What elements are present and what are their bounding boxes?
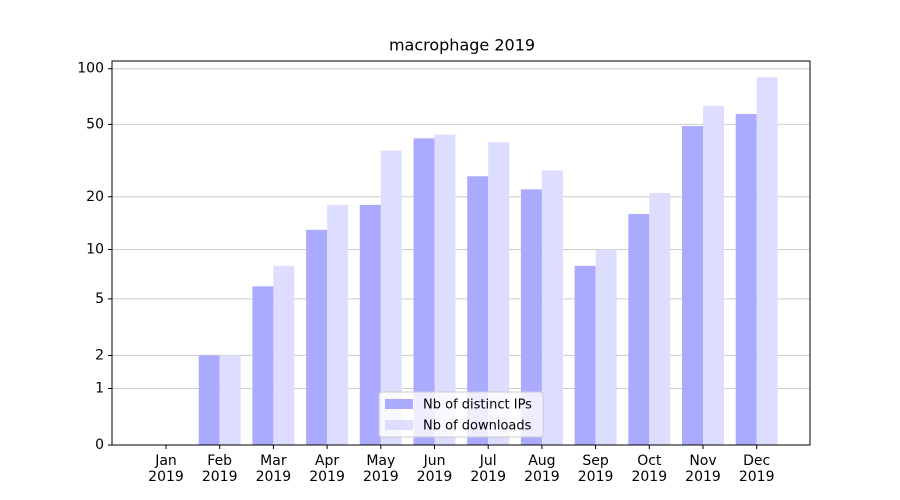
bar xyxy=(541,170,563,446)
bar xyxy=(413,138,435,445)
x-tick-label: Nov 2019 xyxy=(685,453,721,485)
bar xyxy=(359,204,381,445)
y-tick-label: 10 xyxy=(86,241,104,257)
bar xyxy=(649,192,671,445)
y-tick-label: 50 xyxy=(86,116,104,132)
x-tick-label: Dec 2019 xyxy=(738,453,775,485)
y-tick-label: 5 xyxy=(95,291,104,307)
y-tick-label: 2 xyxy=(95,347,104,363)
legend-box xyxy=(378,391,544,438)
bar xyxy=(703,105,724,445)
bar xyxy=(273,265,295,445)
x-tick-label: Sep 2019 xyxy=(577,453,614,485)
x-tick-label: Jun 2019 xyxy=(416,453,453,485)
bar xyxy=(735,113,757,445)
y-tick-label: 0 xyxy=(95,437,104,453)
x-tick-label: Feb 2019 xyxy=(201,453,238,485)
bar xyxy=(628,213,650,445)
y-tick-label: 1 xyxy=(95,380,104,396)
x-tick-label: Oct 2019 xyxy=(631,453,668,485)
bar xyxy=(252,286,274,445)
bar xyxy=(520,189,542,445)
bar xyxy=(306,229,328,445)
bar xyxy=(467,176,489,446)
bar xyxy=(327,204,349,445)
bar xyxy=(198,355,220,445)
bar xyxy=(488,142,510,446)
bar xyxy=(380,150,402,445)
x-tick-label: May 2019 xyxy=(362,453,399,485)
bar xyxy=(682,126,703,445)
legend-swatch xyxy=(385,399,413,409)
y-tick-label: 20 xyxy=(86,189,104,205)
bar xyxy=(219,355,241,445)
chart-title: macrophage 2019 xyxy=(389,36,535,55)
x-tick-label: Mar 2019 xyxy=(255,453,292,485)
legend-swatch xyxy=(385,420,413,430)
legend-label: Nb of downloads xyxy=(423,419,532,434)
y-tick-label: 100 xyxy=(77,61,104,77)
bar xyxy=(434,134,456,445)
bar xyxy=(756,77,778,445)
bar xyxy=(595,249,617,445)
x-tick-label: Aug 2019 xyxy=(524,453,560,485)
x-tick-label: Apr 2019 xyxy=(309,453,345,485)
plot-frame xyxy=(111,60,811,446)
legend: Nb of distinct IPs Nb of downloads xyxy=(378,391,544,438)
x-tick-label: Jan 2019 xyxy=(148,453,184,485)
legend-label: Nb of distinct IPs xyxy=(423,398,532,413)
bar xyxy=(574,265,596,445)
x-tick-label: Jul 2019 xyxy=(470,453,506,485)
